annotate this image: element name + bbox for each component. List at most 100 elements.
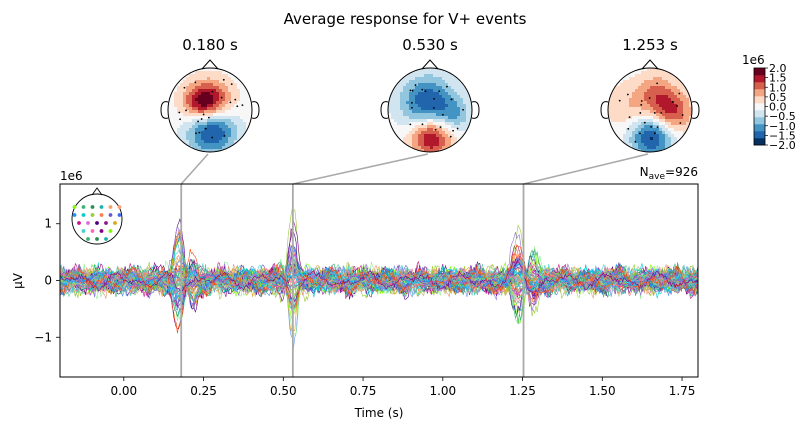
- y-tick-label: 0: [44, 274, 52, 288]
- head-sensor: [656, 126, 659, 129]
- head-sensor: [640, 100, 643, 102]
- connector-line: [180, 153, 209, 185]
- colorbar-segment: [754, 89, 765, 97]
- x-tick-label: 0.50: [270, 384, 297, 398]
- inset-sensor: [86, 237, 90, 241]
- head-sensor: [194, 81, 197, 84]
- y-axis-offset-label: 1e6: [60, 169, 83, 183]
- inset-sensor: [104, 237, 108, 241]
- time-connectors: [180, 153, 649, 185]
- head-sensor: [678, 92, 681, 95]
- head-sensor: [178, 111, 181, 114]
- head-sensor: [424, 90, 427, 93]
- figure-title: Average response for V+ events: [284, 10, 527, 28]
- inset-sensor: [113, 221, 117, 225]
- head-sensor: [195, 132, 197, 135]
- head-sensor: [414, 84, 417, 86]
- head-sensor: [234, 98, 237, 101]
- head-outline: [607, 67, 693, 153]
- head-sensor: [421, 88, 424, 91]
- head-sensor: [618, 99, 621, 102]
- head-ear-left: [380, 101, 389, 119]
- nave-letter: N: [640, 165, 649, 179]
- channel-trace: [60, 262, 698, 299]
- inset-sensor: [90, 229, 95, 233]
- head-sensor: [653, 112, 656, 114]
- head-sensor: [202, 113, 205, 116]
- colorbar-tick-label: 0.5: [769, 91, 787, 104]
- head-sensor: [438, 90, 441, 93]
- head-sensor: [628, 116, 631, 118]
- head-sensor: [185, 109, 187, 112]
- colorbar-tick-label: −1.5: [769, 129, 796, 142]
- topomap-title: 1.253 s: [622, 36, 678, 54]
- channel-trace: [60, 244, 698, 334]
- head-sensor: [411, 106, 413, 109]
- inset-sensor: [99, 229, 104, 233]
- inset-sensor: [81, 229, 86, 233]
- colorbar-tick-label: −0.5: [769, 110, 796, 123]
- inset-sensor: [81, 205, 86, 209]
- x-tick-label: 1.00: [429, 384, 456, 398]
- inset-sensor: [95, 221, 99, 225]
- x-tick-label: 1.25: [509, 384, 536, 398]
- head-sensor: [450, 98, 453, 101]
- channel-trace: [60, 266, 698, 299]
- head-sensor: [229, 101, 232, 104]
- colorbar: 1e6 2.01.51.00.50.0−0.5−1.0−1.5−2.0: [742, 53, 796, 152]
- head-sensor: [681, 114, 684, 116]
- sensor-layout-inset: [71, 187, 123, 245]
- inset-sensor: [104, 221, 108, 225]
- inset-sensor: [99, 213, 104, 217]
- inset-sensor: [90, 205, 95, 209]
- colorbar-segment: [754, 96, 765, 104]
- colorbar-segment: [754, 103, 765, 111]
- x-tick-label: 0.75: [350, 384, 377, 398]
- nave-subscript: ave: [649, 172, 666, 182]
- head-sensor: [640, 103, 643, 106]
- head-sensor: [409, 89, 412, 92]
- head-sensor: [648, 97, 651, 99]
- head-sensor: [676, 105, 678, 107]
- head-sensor: [208, 116, 210, 119]
- topomap: 1.253 s: [600, 36, 700, 153]
- inset-sensor: [86, 221, 90, 225]
- inset-sensor: [108, 229, 113, 233]
- x-axis-label: Time (s): [354, 406, 404, 420]
- head-sensor: [211, 136, 214, 139]
- colorbar-tick-label: 1.5: [769, 72, 787, 85]
- head-sensor: [660, 112, 663, 114]
- inset-sensor: [108, 205, 113, 209]
- channel-trace: [60, 258, 698, 303]
- head-sensor: [462, 108, 464, 111]
- head-sensor: [439, 126, 442, 129]
- head-sensor: [653, 132, 656, 135]
- head-sensor: [222, 78, 225, 81]
- head-sensor: [434, 128, 437, 131]
- head-sensor: [183, 86, 186, 89]
- head-outline: [167, 67, 253, 153]
- colorbar-tick-label: −2.0: [769, 139, 796, 152]
- x-tick-label: 0.25: [190, 384, 217, 398]
- colorbar-tick-label: 2.0: [769, 62, 787, 75]
- head-nose: [201, 59, 219, 70]
- head-sensor: [449, 135, 452, 138]
- nave-label: Nave=926: [640, 165, 698, 182]
- colorbar-segment: [754, 131, 765, 139]
- x-tick-label: 1.50: [589, 384, 616, 398]
- channel-trace: [60, 225, 698, 311]
- head-sensor: [223, 134, 226, 137]
- y-tick-label: −1: [34, 330, 52, 344]
- y-axis: 1 0 −1: [34, 217, 60, 344]
- head-sensor: [409, 123, 412, 126]
- head-sensor: [200, 118, 203, 120]
- head-sensor: [639, 112, 642, 114]
- head-sensor: [639, 132, 641, 135]
- head-sensor: [230, 83, 233, 86]
- head-ear-right: [691, 101, 700, 119]
- x-tick-label: 0.00: [110, 384, 137, 398]
- y-axis-label: µV: [11, 272, 25, 289]
- head-ear-left: [600, 101, 609, 119]
- colorbar-segment: [754, 110, 765, 118]
